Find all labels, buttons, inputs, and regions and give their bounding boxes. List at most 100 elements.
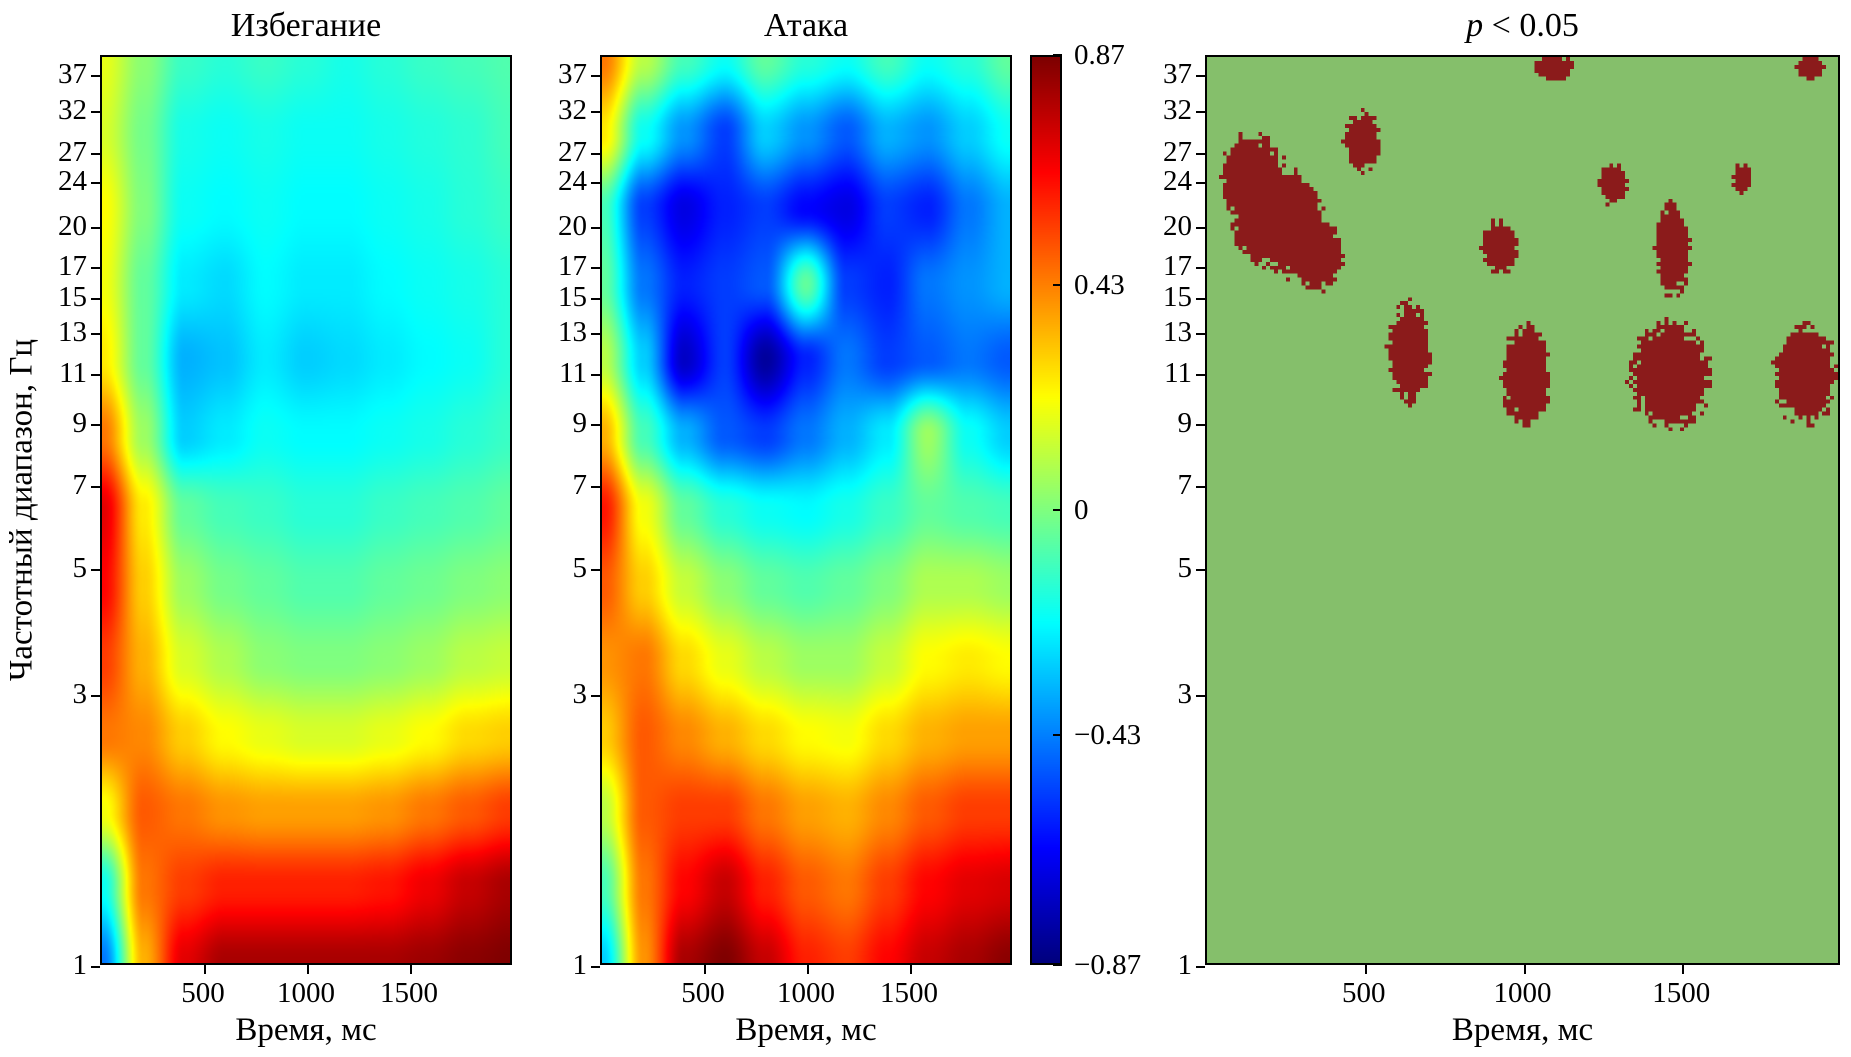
colorbar-tick-mark: [1053, 284, 1062, 287]
y-tick-label: 37: [58, 58, 87, 91]
heatmap-avoidance: [91, 55, 512, 974]
x-tick-mark: [704, 965, 706, 974]
x-tick-label: 1000: [1493, 977, 1552, 1009]
y-tick-label: 17: [558, 250, 587, 283]
y-tick-mark: [91, 423, 100, 426]
y-tick-mark: [1196, 485, 1205, 488]
y-tick-label: 27: [58, 135, 87, 168]
y-tick-mark: [591, 694, 600, 697]
y-tick-mark: [91, 267, 100, 270]
y-tick-label: 27: [1163, 135, 1192, 168]
y-tick-mark: [91, 111, 100, 114]
y-tick-label: 24: [58, 165, 87, 197]
x-axis-label-avoidance: Время, мс: [235, 1012, 377, 1048]
y-tick-label: 15: [558, 280, 587, 313]
y-tick-mark: [1196, 966, 1205, 968]
x-tick-mark: [410, 965, 412, 974]
y-tick-mark: [91, 152, 100, 155]
x-tick-label: 1000: [777, 977, 835, 1009]
y-tick-label: 24: [1163, 165, 1192, 197]
y-tick-label: 7: [1177, 468, 1193, 501]
y-tick-mark: [1196, 423, 1205, 426]
x-tick-mark: [807, 965, 809, 974]
y-tick-mark: [1196, 694, 1205, 697]
y-tick-mark: [91, 568, 100, 571]
y-tick-label: 32: [558, 94, 587, 127]
y-tick-label: 15: [58, 280, 87, 313]
y-tick-label: 11: [1164, 357, 1192, 390]
p-threshold-text: < 0.05: [1483, 7, 1579, 44]
heatmap-attack: [591, 55, 1012, 974]
heatmap-attack-canvas: [602, 57, 1010, 963]
y-tick-mark: [591, 485, 600, 488]
y-tick-mark: [1196, 297, 1205, 300]
colorbar-tick-label: 0.87: [1074, 39, 1125, 71]
colorbar-tick-mark: [1053, 964, 1062, 966]
x-tick-label: 500: [1342, 977, 1386, 1009]
x-tick-mark: [1364, 965, 1367, 974]
y-tick-label: 37: [1163, 58, 1192, 91]
colorbar-tick-label: −0.87: [1074, 949, 1142, 981]
y-tick-label: 7: [572, 468, 588, 501]
y-tick-mark: [591, 182, 600, 184]
y-tick-label: 3: [1177, 677, 1193, 710]
y-tick-mark: [91, 75, 100, 78]
y-tick-mark: [91, 694, 100, 697]
y-tick-mark: [1196, 111, 1205, 114]
significance-map-canvas: [1207, 57, 1838, 963]
heatmap-avoidance-canvas: [102, 57, 510, 963]
p-symbol: p: [1466, 7, 1484, 44]
y-tick-mark: [91, 333, 100, 336]
y-tick-mark: [1196, 333, 1205, 336]
colorbar-tick-label: −0.43: [1074, 718, 1142, 751]
y-tick-mark: [91, 226, 100, 229]
y-tick-label: 17: [58, 250, 87, 283]
y-tick-mark: [591, 374, 600, 377]
panel-attack: Атака Время, мс 37 32 27 24 20 17 15 13 11 9 7 5 3 1 5…: [545, 0, 1012, 1057]
x-axis-label-significance: Время, мс: [1451, 1012, 1594, 1048]
y-tick-label: 1: [572, 949, 588, 981]
panel-avoidance: Избегание Время, мс 37 32 27 24 20 17 15 13 11 9 7…: [45, 0, 512, 1057]
y-tick-mark: [591, 226, 600, 229]
x-tick-label: 1500: [380, 977, 438, 1009]
x-tick-label: 500: [681, 977, 725, 1009]
panel-significance: p < 0.05 Время, мс 37 32 27 24 20 17 15 13 11 9 7 5…: [1150, 0, 1840, 1057]
y-tick-mark: [591, 966, 600, 968]
y-tick-mark: [1196, 226, 1205, 229]
y-tick-label: 24: [558, 165, 587, 197]
y-axis-label: Частотный диапазон, Гц: [3, 338, 40, 682]
y-tick-mark: [91, 485, 100, 488]
y-tick-label: 13: [58, 316, 87, 349]
colorbar: 0.87 0.43 0 −0.43 −0.87: [1030, 39, 1180, 981]
y-tick-mark: [91, 297, 100, 300]
y-tick-mark: [1196, 152, 1205, 155]
y-tick-mark: [591, 423, 600, 426]
y-tick-mark: [91, 966, 100, 968]
panel-attack-title: Атака: [763, 7, 849, 44]
y-tick-label: 32: [58, 94, 87, 127]
colorbar-tick-label: 0: [1074, 494, 1089, 526]
x-tick-mark: [1682, 965, 1685, 974]
y-tick-label: 13: [1163, 316, 1192, 349]
y-tick-label: 37: [558, 58, 587, 91]
y-tick-label: 13: [558, 316, 587, 349]
x-tick-label: 500: [181, 977, 225, 1009]
y-tick-label: 5: [72, 551, 88, 584]
y-tick-mark: [1196, 182, 1205, 184]
x-tick-mark: [910, 965, 912, 974]
y-tick-label: 27: [558, 135, 587, 168]
x-tick-label: 1500: [880, 977, 938, 1009]
y-tick-label: 3: [72, 677, 88, 710]
y-tick-mark: [91, 182, 100, 184]
colorbar-tick-mark: [1053, 54, 1062, 56]
y-tick-label: 3: [572, 677, 588, 710]
colorbar-tick-label: 0.43: [1074, 269, 1125, 302]
x-tick-mark: [204, 965, 206, 974]
x-tick-mark: [307, 965, 309, 974]
x-tick-label: 1500: [1652, 977, 1711, 1009]
x-tick-label: 1000: [277, 977, 335, 1009]
y-tick-label: 15: [1163, 280, 1192, 313]
y-tick-mark: [591, 152, 600, 155]
y-tick-label: 5: [572, 551, 588, 584]
